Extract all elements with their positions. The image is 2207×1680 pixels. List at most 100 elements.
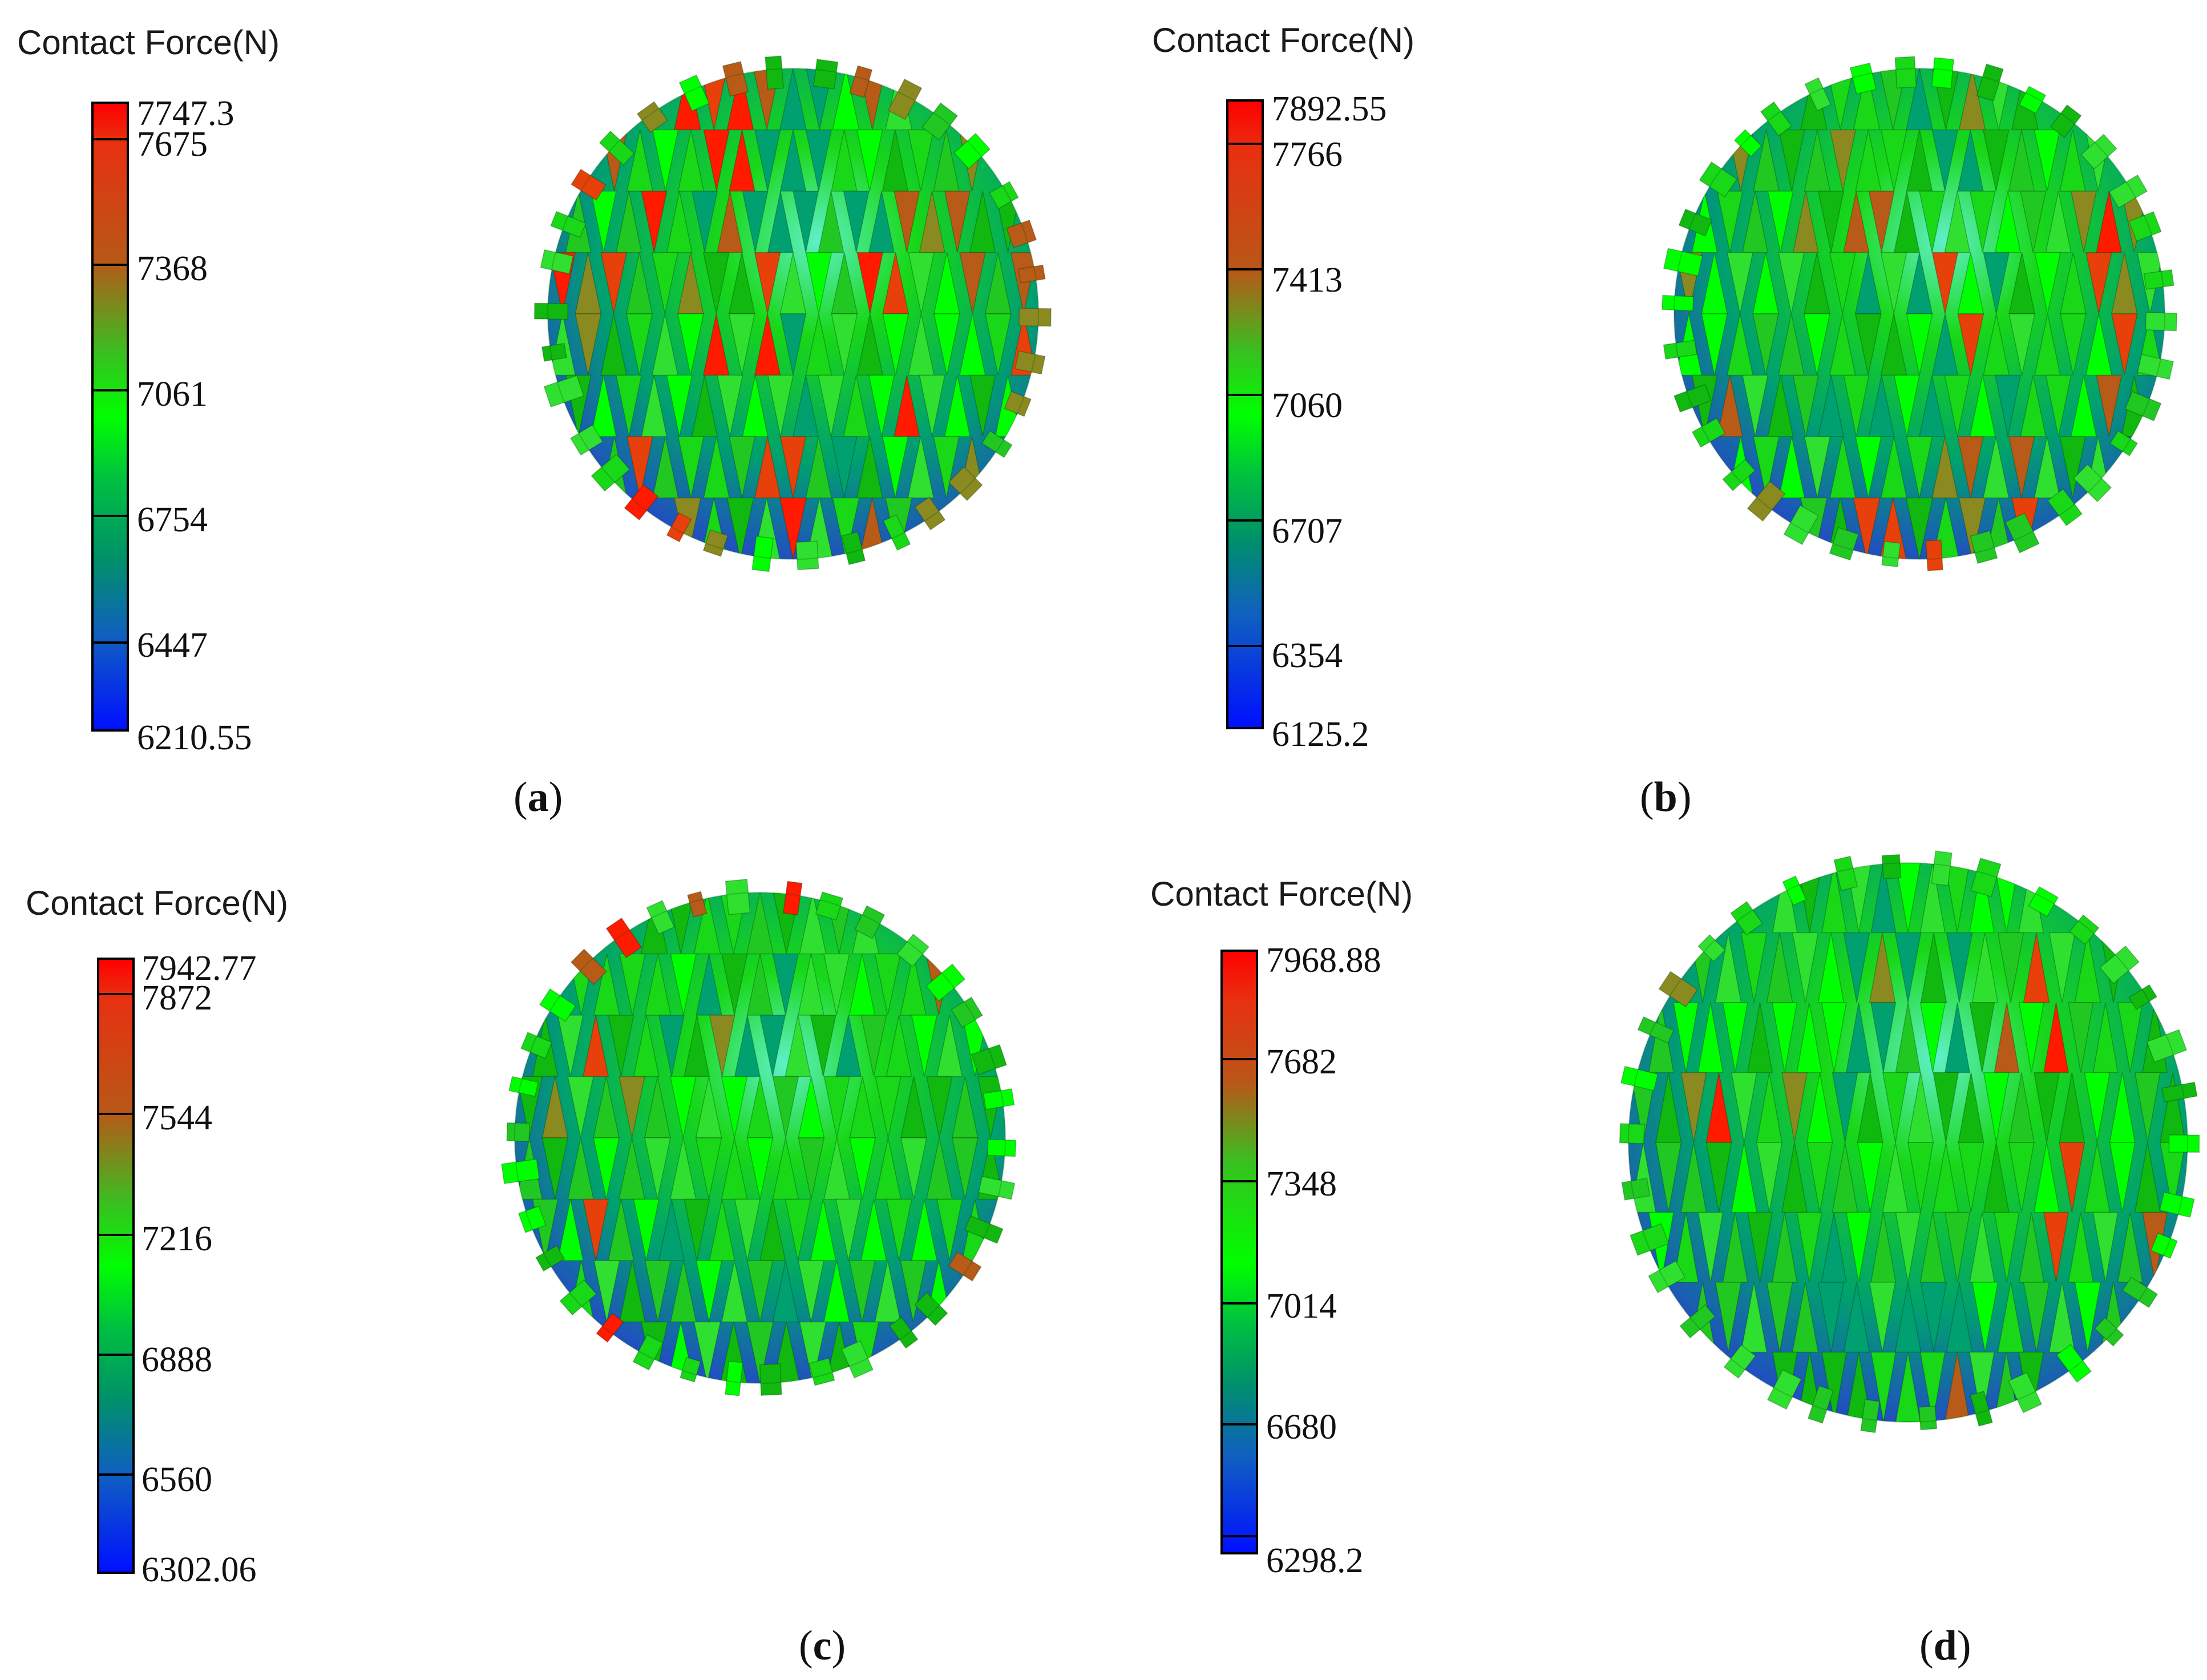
sphere-facet (1919, 1002, 1946, 1073)
sphere-facet (860, 1015, 887, 1077)
sphere-facet (677, 436, 705, 498)
sphere-edge-element (1733, 129, 1763, 158)
sphere-edge-element (883, 514, 911, 551)
sphere-edge-element (2159, 1192, 2195, 1218)
sphere-edge-element (2056, 1343, 2092, 1383)
scale-tick-label: 7675 (137, 125, 208, 164)
sphere-facet (1880, 436, 1907, 499)
sphere-edge-element (2073, 463, 2112, 503)
sphere-facet (641, 191, 668, 253)
sphere-edge-element (981, 430, 1013, 458)
sphere-edge-element (964, 1215, 1004, 1244)
sphere-edge-element (2028, 886, 2059, 918)
sphere-edge-element (989, 181, 1019, 209)
scale-max-label: 7968.88 (1266, 941, 1381, 980)
sphere-facet (2018, 1002, 2044, 1073)
sphere-edge-element (501, 1158, 540, 1184)
sphere-facet (1855, 130, 1882, 192)
tick-mark (1220, 1302, 1258, 1305)
sphere-edge-element (1619, 1123, 1645, 1144)
sphere-facet (703, 436, 730, 499)
sphere-facet (1983, 252, 2010, 314)
sphere-facet (1829, 252, 1856, 314)
sphere-facet (721, 1260, 748, 1323)
sphere-facet (1894, 932, 1922, 1003)
tick-mark (91, 515, 129, 517)
sphere-facet (691, 191, 718, 253)
sphere-facet (1829, 436, 1857, 499)
sphere-facet (734, 1198, 761, 1261)
sphere-facet (1906, 313, 1933, 375)
sphere-edge-element (1829, 527, 1860, 561)
sphere-facet (919, 374, 945, 437)
sphere-facet (644, 1137, 671, 1200)
sphere-facet (1895, 863, 1921, 933)
sphere-facet (721, 1137, 748, 1200)
sphere-edge-element (543, 375, 584, 408)
sphere-facet (1870, 1002, 1897, 1073)
tick-mark (1220, 1180, 1258, 1182)
sphere-facet (810, 1015, 836, 1077)
sphere-facet (2109, 1142, 2136, 1213)
sphere-facet (2034, 129, 2061, 192)
sphere-facet (652, 313, 678, 376)
sphere-edge-element (571, 168, 607, 201)
sphere-facet (669, 1137, 697, 1200)
sphere-facet (1855, 436, 1882, 498)
sphere-facet (1772, 1002, 1798, 1073)
sphere-facet (835, 1198, 862, 1261)
sphere-facet (684, 1198, 710, 1261)
sphere-edge-element (559, 1279, 597, 1316)
sphere-edge-element (914, 496, 946, 531)
contact-force-sphere (1662, 56, 2177, 571)
sphere-facet (644, 954, 672, 1016)
tick-mark (97, 1473, 135, 1476)
sphere-edge-element (518, 1205, 547, 1233)
sphere-edge-element (987, 1138, 1017, 1157)
sphere-facet (1882, 1072, 1909, 1143)
scale-tick-label: 7061 (137, 375, 208, 414)
tick-mark (97, 1354, 135, 1356)
scale-tick-label: 7368 (137, 249, 208, 288)
sphere-edge-element (1663, 340, 1697, 360)
tick-mark (1226, 268, 1264, 270)
panel-a: Contact Force(N) 7747.3 7675 7368 7061 6… (0, 0, 1104, 840)
sphere-facet (2134, 1072, 2161, 1143)
sphere-facet (1944, 374, 1971, 437)
sphere-edge-element (978, 1176, 1016, 1200)
scale-tick-label: 6354 (1272, 636, 1343, 675)
subfigure-label: (c) (799, 1622, 846, 1669)
sphere-facet (848, 1260, 876, 1322)
sphere-edge-element (1808, 1385, 1834, 1424)
sphere-edge-element (1783, 504, 1819, 546)
sphere-facet (1997, 1282, 2024, 1353)
sphere-facet (619, 1076, 645, 1138)
sphere-facet (832, 68, 860, 131)
sphere-edge-element (533, 302, 569, 320)
sphere-edge-element (2128, 211, 2162, 242)
sphere-edge-element (1678, 208, 1713, 237)
sphere-facet (1778, 129, 1805, 192)
sphere-edge-element (809, 1358, 835, 1386)
sphere-facet (1655, 1142, 1682, 1213)
sphere-facet (2111, 313, 2138, 375)
sphere-facet (2059, 1142, 2085, 1213)
sphere-edge-element (1620, 1065, 1659, 1092)
sphere-edge-element (1849, 62, 1877, 95)
sphere-facet (1853, 68, 1881, 131)
sphere-facet (1944, 1211, 1971, 1283)
sphere-facet (2008, 1142, 2035, 1213)
sphere-edge-element (678, 74, 710, 112)
sphere-facet (593, 1260, 620, 1322)
sphere-edge-element (2047, 488, 2083, 527)
sphere-edge-element (854, 905, 886, 939)
sphere-edge-element (725, 1360, 743, 1396)
sphere-facet (1778, 252, 1805, 314)
tick-mark (91, 641, 129, 644)
sphere-facet (767, 374, 794, 437)
sphere-edge-element (591, 453, 630, 492)
sphere-edge-element (948, 466, 983, 501)
sphere-facet (1740, 1282, 1768, 1353)
sphere-facet (1715, 1282, 1742, 1352)
sphere-edge-element (1018, 308, 1052, 327)
